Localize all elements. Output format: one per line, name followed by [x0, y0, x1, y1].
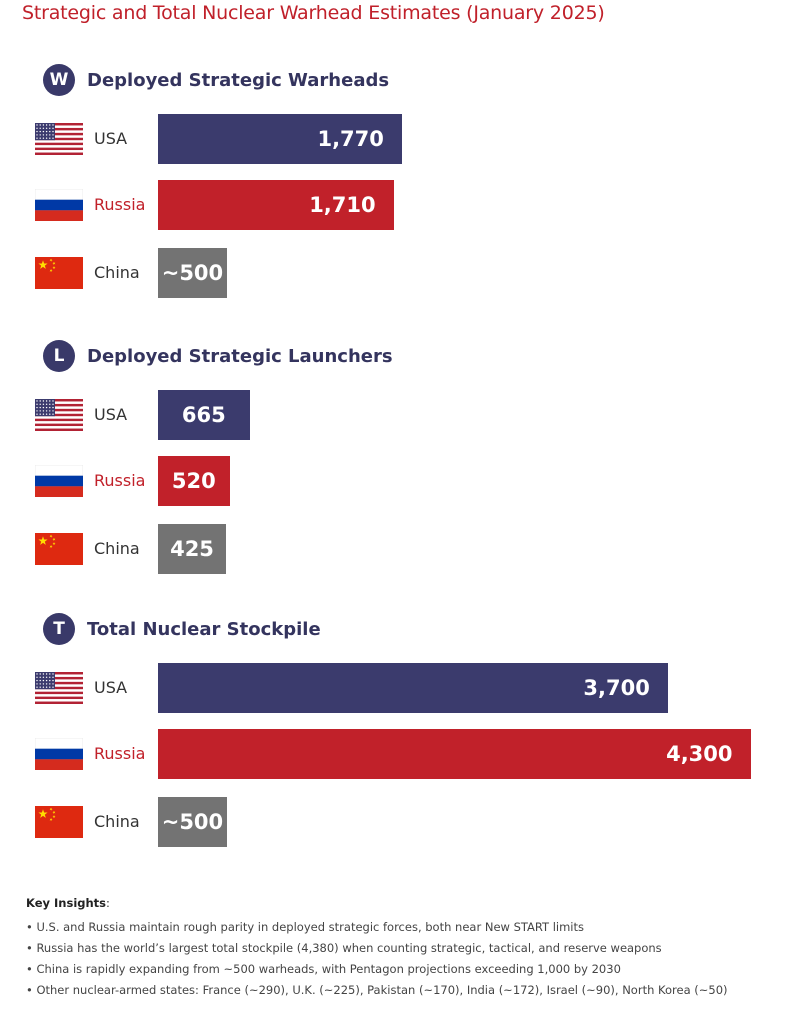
section-title: Deployed Strategic Warheads	[87, 69, 390, 91]
chart-title: Strategic and Total Nuclear Warhead Esti…	[22, 2, 605, 24]
section-header: T Total Nuclear Stockpile	[43, 613, 321, 645]
bar-row-usa: USA 3,700	[0, 663, 792, 713]
usa-flag-icon	[35, 399, 83, 431]
country-label: China	[94, 812, 140, 831]
china-flag-icon	[35, 533, 83, 565]
section-title: Deployed Strategic Launchers	[87, 345, 393, 367]
section-letter-icon: T	[43, 613, 75, 645]
china-flag-icon	[35, 806, 83, 838]
insight-item: Russia has the world’s largest total sto…	[26, 941, 776, 955]
bar-row-usa: USA 1,770	[0, 114, 792, 164]
bar-usa: 1,770	[158, 114, 402, 164]
insight-item: U.S. and Russia maintain rough parity in…	[26, 920, 776, 934]
bar-value-label: ~500	[161, 810, 224, 834]
bar-value-label: ~500	[161, 261, 224, 285]
key-insights: Key Insights: U.S. and Russia maintain r…	[26, 896, 776, 1004]
usa-flag-icon	[35, 123, 83, 155]
section-header: L Deployed Strategic Launchers	[43, 340, 393, 372]
country-label: USA	[94, 678, 128, 697]
insight-item: Other nuclear-armed states: France (~290…	[26, 983, 776, 997]
bar-china: ~500	[158, 248, 227, 298]
country-label: Russia	[94, 744, 146, 763]
bar-china: 425	[158, 524, 226, 574]
bar-russia: 4,300	[158, 729, 751, 779]
bar-row-russia: Russia 4,300	[0, 729, 792, 779]
bar-value-label: 520	[171, 469, 216, 493]
country-label: USA	[94, 405, 128, 424]
bar-usa: 665	[158, 390, 250, 440]
bar-row-china: China 425	[0, 524, 792, 574]
bar-usa: 3,700	[158, 663, 668, 713]
bar-value-label: 3,700	[583, 676, 650, 700]
country-label: China	[94, 539, 140, 558]
section-title: Total Nuclear Stockpile	[87, 618, 321, 640]
insights-heading: Key Insights	[26, 896, 107, 910]
country-label: Russia	[94, 195, 146, 214]
bar-value-label: 425	[170, 537, 214, 561]
section-header: W Deployed Strategic Warheads	[43, 64, 389, 96]
section-letter-icon: L	[43, 340, 75, 372]
insight-item: China is rapidly expanding from ~500 war…	[26, 962, 776, 976]
insights-list: U.S. and Russia maintain rough parity in…	[26, 920, 776, 997]
bar-china: ~500	[158, 797, 227, 847]
china-flag-icon	[35, 257, 83, 289]
bar-russia: 1,710	[158, 180, 394, 230]
bar-row-russia: Russia 520	[0, 456, 792, 506]
russia-flag-icon	[35, 738, 83, 770]
russia-flag-icon	[35, 465, 83, 497]
russia-flag-icon	[35, 189, 83, 221]
bar-value-label: 1,710	[309, 193, 376, 217]
country-label: USA	[94, 129, 128, 148]
country-label: China	[94, 263, 140, 282]
bar-value-label: 665	[181, 403, 226, 427]
bar-row-china: China ~500	[0, 248, 792, 298]
country-label: Russia	[94, 471, 146, 490]
bar-row-russia: Russia 1,710	[0, 180, 792, 230]
bar-row-usa: USA 665	[0, 390, 792, 440]
usa-flag-icon	[35, 672, 83, 704]
bar-russia: 520	[158, 456, 230, 506]
bar-value-label: 4,300	[666, 742, 733, 766]
bar-row-china: China ~500	[0, 797, 792, 847]
section-letter-icon: W	[43, 64, 75, 96]
bar-value-label: 1,770	[317, 127, 384, 151]
